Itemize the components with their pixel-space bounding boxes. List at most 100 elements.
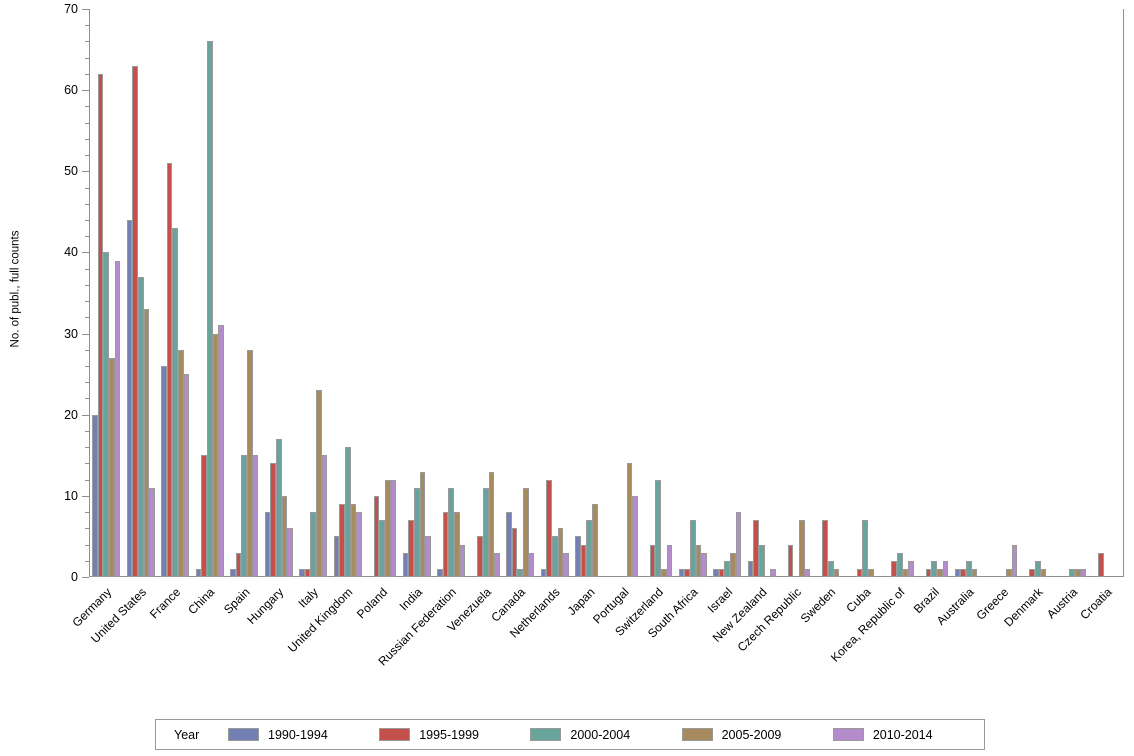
- y-minor-tick-46: [85, 203, 89, 205]
- bar-canada-2000-2004: [517, 568, 524, 577]
- bar-group-australia: [952, 9, 987, 577]
- bars-venezuela: [472, 471, 500, 577]
- y-minor-tick-36: [85, 284, 89, 286]
- bar-spain-1990-1994: [230, 568, 236, 577]
- bars-netherlands: [540, 479, 569, 577]
- y-tick-label-0: 0: [71, 570, 78, 584]
- bar-sweden-2000-2004: [827, 560, 834, 577]
- bar-group-spain: [227, 9, 262, 577]
- bar-group-korea-republic-of: [883, 9, 918, 577]
- y-minor-tick-38: [85, 268, 89, 270]
- bar-portugal-2005-2009: [626, 463, 633, 577]
- bar-group-united-states: [124, 9, 159, 577]
- bars-switzerland: [644, 479, 673, 577]
- x-label-india: India: [396, 585, 425, 614]
- legend-entry-2010-2014: 2010-2014: [832, 728, 984, 742]
- bars-united-states: [126, 65, 155, 577]
- bar-canada-1995-1999: [511, 528, 518, 577]
- bar-korea-republic-of-1995-1999: [891, 560, 897, 577]
- bar-south-africa-1990-1994: [678, 568, 685, 577]
- y-tick-label-30: 30: [64, 326, 78, 341]
- bars-croatia: [1093, 552, 1121, 577]
- x-label-france: France: [146, 585, 184, 622]
- bars-spain: [230, 349, 259, 577]
- bar-italy-1995-1999: [304, 568, 311, 577]
- bar-group-cuba: [848, 9, 883, 577]
- bar-group-greece: [986, 9, 1021, 577]
- bar-denmark-2000-2004: [1034, 560, 1041, 577]
- bar-brazil-1995-1999: [925, 568, 932, 577]
- bar-greece-2005-2009: [1006, 568, 1012, 577]
- bars-poland: [368, 479, 397, 577]
- bar-new-zealand-1990-1994: [747, 560, 754, 577]
- bar-hungary-1995-1999: [270, 463, 276, 577]
- bar-brazil-2000-2004: [931, 560, 938, 577]
- bar-israel-2000-2004: [724, 560, 731, 577]
- x-label-brazil: Brazil: [911, 585, 943, 617]
- bar-germany-2005-2009: [109, 357, 115, 577]
- bar-hungary-2010-2014: [287, 528, 293, 577]
- legend-label-2005-2009: 2005-2009: [721, 727, 782, 742]
- bar-poland-2005-2009: [385, 479, 391, 577]
- bar-netherlands-1990-1994: [540, 568, 547, 577]
- y-tick-label-50: 50: [64, 164, 78, 179]
- bar-group-new-zealand: [745, 9, 780, 577]
- bar-france-2010-2014: [183, 374, 190, 577]
- y-minor-tick-24: [85, 382, 89, 384]
- bar-spain-1995-1999: [235, 552, 242, 577]
- x-label-hungary: Hungary: [244, 585, 287, 627]
- bars-china: [195, 41, 224, 577]
- legend-title: Year: [174, 727, 200, 742]
- plot-area: [89, 9, 1124, 577]
- bar-denmark-2005-2009: [1040, 568, 1047, 577]
- x-label-croatia: Croatia: [1077, 585, 1115, 623]
- bar-china-1990-1994: [195, 568, 202, 577]
- y-minor-tick-62: [85, 73, 89, 75]
- bar-united-kingdom-2000-2004: [344, 447, 351, 577]
- bars-cuba: [851, 520, 879, 577]
- bar-germany-2000-2004: [103, 252, 110, 577]
- y-minor-tick-68: [85, 25, 89, 27]
- bars-south-africa: [678, 520, 707, 577]
- y-tick-label-20: 20: [64, 407, 78, 422]
- y-major-tick-20: [82, 414, 89, 416]
- x-label-israel: Israel: [704, 585, 736, 616]
- bar-united-kingdom-1995-1999: [339, 503, 345, 577]
- x-label-austria: Austria: [1043, 585, 1081, 622]
- bars-india: [402, 471, 431, 577]
- y-minor-tick-22: [85, 398, 89, 400]
- bars-korea-republic-of: [886, 552, 914, 577]
- bar-group-switzerland: [641, 9, 676, 577]
- bar-netherlands-2000-2004: [551, 536, 558, 577]
- bar-new-zealand-1995-1999: [753, 520, 759, 577]
- bar-czech-republic-2005-2009: [799, 520, 805, 577]
- y-minor-tick-54: [85, 138, 89, 140]
- y-major-tick-30: [82, 333, 89, 335]
- legend-label-1995-1999: 1995-1999: [419, 727, 479, 742]
- bar-new-zealand-2000-2004: [758, 544, 765, 577]
- bar-group-italy: [296, 9, 331, 577]
- bars-austria: [1058, 568, 1087, 577]
- bar-poland-2010-2014: [390, 479, 397, 577]
- bar-germany-1990-1994: [92, 414, 98, 577]
- bar-russian-federation-1995-1999: [442, 512, 449, 577]
- bar-france-2005-2009: [178, 349, 184, 577]
- bar-china-2000-2004: [206, 41, 213, 577]
- bar-brazil-2005-2009: [937, 568, 943, 577]
- legend-swatch-1990-1994: [228, 728, 259, 741]
- y-axis-title: No. of publ., full counts: [4, 0, 26, 577]
- bar-spain-2005-2009: [247, 349, 253, 577]
- bar-hungary-1990-1994: [264, 512, 271, 577]
- bars-australia: [954, 560, 983, 577]
- bar-poland-1995-1999: [373, 495, 380, 577]
- bar-united-states-1995-1999: [132, 65, 138, 577]
- legend-label-2000-2004: 2000-2004: [570, 727, 631, 742]
- bar-spain-2000-2004: [241, 455, 248, 577]
- bar-group-israel: [710, 9, 745, 577]
- bar-hungary-2000-2004: [275, 439, 282, 577]
- bar-denmark-1995-1999: [1029, 568, 1035, 577]
- bar-germany-2010-2014: [114, 260, 121, 577]
- bar-sweden-2005-2009: [833, 568, 840, 577]
- bar-group-india: [400, 9, 435, 577]
- plot-frame: [89, 9, 1124, 577]
